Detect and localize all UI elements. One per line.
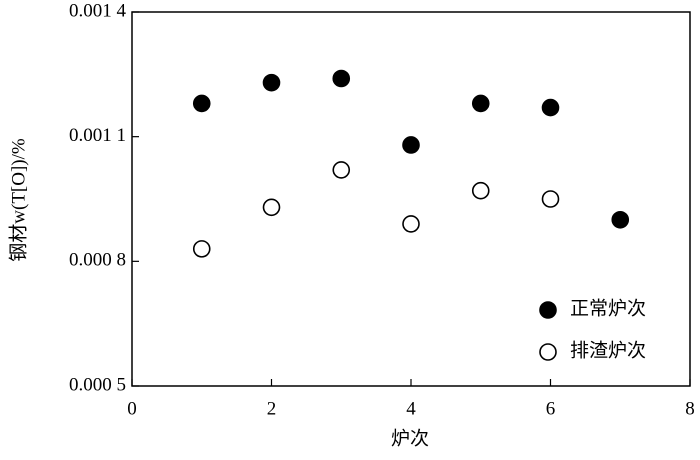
legend-label: 排渣炉次: [570, 339, 646, 361]
legend-marker: [539, 343, 557, 361]
point: [402, 215, 420, 233]
point: [541, 98, 560, 117]
plot-frame: [131, 11, 691, 387]
x-tick-label: 0: [127, 398, 137, 419]
y-tick-label: 0.001 1: [69, 125, 126, 146]
legend-label: 正常炉次: [570, 297, 646, 319]
x-tick-label: 8: [685, 398, 695, 419]
x-axis-label: 炉次: [391, 427, 429, 449]
x-tick-label: 6: [546, 398, 556, 419]
point: [611, 210, 630, 229]
y-axis-label: 钢材w(T[O])/%: [7, 138, 29, 262]
point: [471, 181, 490, 200]
y-tick-label: 0.000 5: [69, 374, 126, 395]
point: [541, 190, 560, 208]
point: [402, 136, 420, 154]
y-tick-label: 0.000 8: [69, 250, 126, 271]
point: [332, 69, 351, 88]
point: [192, 240, 211, 258]
point: [332, 161, 351, 179]
point: [471, 94, 490, 113]
point: [192, 94, 211, 113]
point: [262, 73, 281, 92]
x-tick-label: 4: [406, 398, 416, 419]
x-tick-label: 2: [267, 398, 277, 419]
point: [262, 198, 281, 217]
legend-marker: [539, 301, 557, 319]
y-tick-label: 0.001 4: [69, 0, 127, 21]
